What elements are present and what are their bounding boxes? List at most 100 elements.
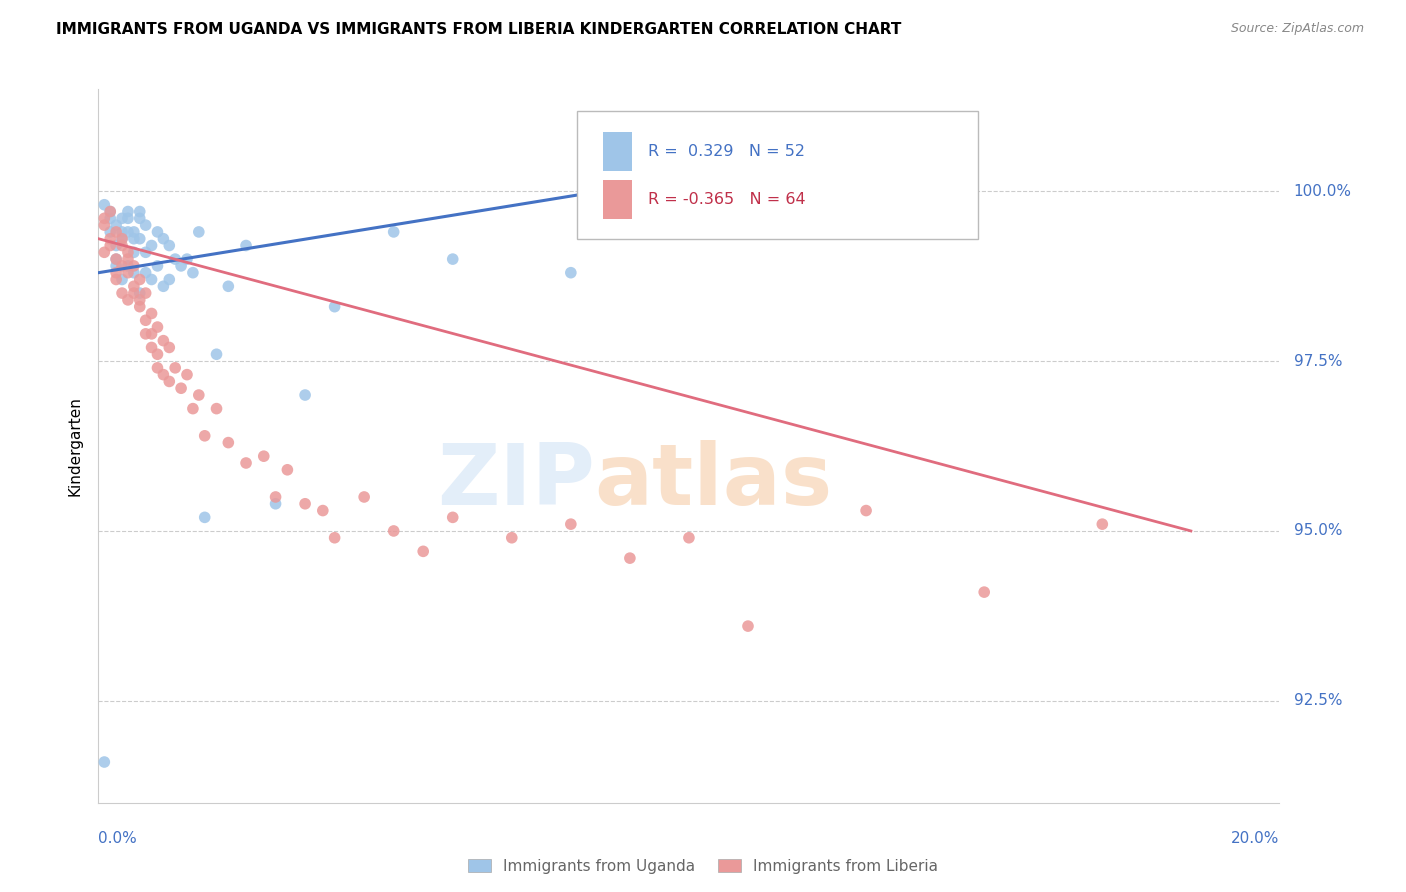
Point bbox=[122, 286, 145, 301]
Point bbox=[128, 300, 150, 314]
Point bbox=[105, 252, 128, 266]
Point bbox=[152, 279, 174, 293]
Point bbox=[973, 585, 995, 599]
Text: 0.0%: 0.0% bbox=[98, 831, 138, 847]
Point bbox=[1091, 517, 1114, 532]
Point bbox=[105, 218, 128, 232]
Point bbox=[176, 252, 198, 266]
Point bbox=[141, 306, 163, 320]
Point bbox=[253, 449, 276, 463]
Point bbox=[501, 531, 523, 545]
Point bbox=[111, 232, 134, 246]
Point bbox=[382, 524, 405, 538]
Legend: Immigrants from Uganda, Immigrants from Liberia: Immigrants from Uganda, Immigrants from … bbox=[461, 853, 945, 880]
Point bbox=[412, 544, 434, 558]
Text: ZIP: ZIP bbox=[437, 440, 595, 524]
Point bbox=[678, 531, 700, 545]
Point bbox=[111, 211, 134, 226]
Point bbox=[117, 259, 139, 273]
Point bbox=[141, 341, 163, 355]
Point bbox=[111, 286, 134, 301]
Point bbox=[122, 245, 145, 260]
Point bbox=[323, 531, 346, 545]
Point bbox=[141, 326, 163, 341]
Point bbox=[235, 238, 257, 252]
Point bbox=[205, 401, 228, 416]
Text: atlas: atlas bbox=[595, 440, 832, 524]
Text: 95.0%: 95.0% bbox=[1294, 524, 1343, 539]
Point bbox=[737, 619, 759, 633]
Point bbox=[117, 225, 139, 239]
Point bbox=[157, 375, 180, 389]
FancyBboxPatch shape bbox=[603, 132, 633, 171]
Point bbox=[152, 232, 174, 246]
Point bbox=[122, 279, 145, 293]
Point bbox=[98, 204, 121, 219]
Text: R =  0.329   N = 52: R = 0.329 N = 52 bbox=[648, 144, 804, 159]
Point bbox=[441, 510, 464, 524]
Point bbox=[187, 225, 209, 239]
Text: 100.0%: 100.0% bbox=[1294, 184, 1351, 199]
Point bbox=[157, 238, 180, 252]
Point bbox=[264, 497, 287, 511]
Point bbox=[128, 293, 150, 307]
Point bbox=[135, 218, 157, 232]
Point bbox=[105, 259, 128, 273]
Point bbox=[264, 490, 287, 504]
Point bbox=[619, 551, 641, 566]
Point bbox=[93, 218, 115, 232]
Point bbox=[105, 225, 128, 239]
Point bbox=[98, 204, 121, 219]
Point bbox=[157, 341, 180, 355]
Point bbox=[170, 259, 193, 273]
Point bbox=[98, 225, 121, 239]
Point bbox=[93, 211, 115, 226]
Point bbox=[117, 252, 139, 266]
Point bbox=[128, 204, 150, 219]
Point bbox=[382, 225, 405, 239]
Point bbox=[152, 368, 174, 382]
Point bbox=[217, 435, 239, 450]
FancyBboxPatch shape bbox=[603, 180, 633, 219]
Point bbox=[678, 204, 700, 219]
Text: Source: ZipAtlas.com: Source: ZipAtlas.com bbox=[1230, 22, 1364, 36]
Point bbox=[560, 266, 582, 280]
Point bbox=[128, 232, 150, 246]
Point bbox=[98, 232, 121, 246]
Point bbox=[105, 266, 128, 280]
Point bbox=[135, 245, 157, 260]
Text: IMMIGRANTS FROM UGANDA VS IMMIGRANTS FROM LIBERIA KINDERGARTEN CORRELATION CHART: IMMIGRANTS FROM UGANDA VS IMMIGRANTS FRO… bbox=[56, 22, 901, 37]
Point bbox=[111, 272, 134, 286]
Point bbox=[141, 272, 163, 286]
Point bbox=[117, 204, 139, 219]
Point bbox=[128, 286, 150, 301]
Point bbox=[117, 245, 139, 260]
Point bbox=[105, 238, 128, 252]
Point bbox=[181, 401, 204, 416]
Text: 20.0%: 20.0% bbox=[1232, 831, 1279, 847]
Point bbox=[441, 252, 464, 266]
Point bbox=[105, 272, 128, 286]
Text: 92.5%: 92.5% bbox=[1294, 693, 1343, 708]
Point bbox=[122, 232, 145, 246]
Point bbox=[122, 259, 145, 273]
Point bbox=[146, 360, 169, 375]
Point bbox=[205, 347, 228, 361]
Point bbox=[235, 456, 257, 470]
Point bbox=[217, 279, 239, 293]
Point bbox=[93, 245, 115, 260]
Point bbox=[135, 266, 157, 280]
Point bbox=[312, 503, 335, 517]
Text: R = -0.365   N = 64: R = -0.365 N = 64 bbox=[648, 192, 806, 207]
Point bbox=[98, 211, 121, 226]
Point bbox=[165, 360, 187, 375]
FancyBboxPatch shape bbox=[576, 111, 979, 239]
Point bbox=[294, 497, 316, 511]
Point bbox=[128, 211, 150, 226]
Point bbox=[276, 463, 298, 477]
Point bbox=[117, 211, 139, 226]
Point bbox=[146, 347, 169, 361]
Point bbox=[146, 320, 169, 334]
Point bbox=[135, 286, 157, 301]
Point bbox=[157, 272, 180, 286]
